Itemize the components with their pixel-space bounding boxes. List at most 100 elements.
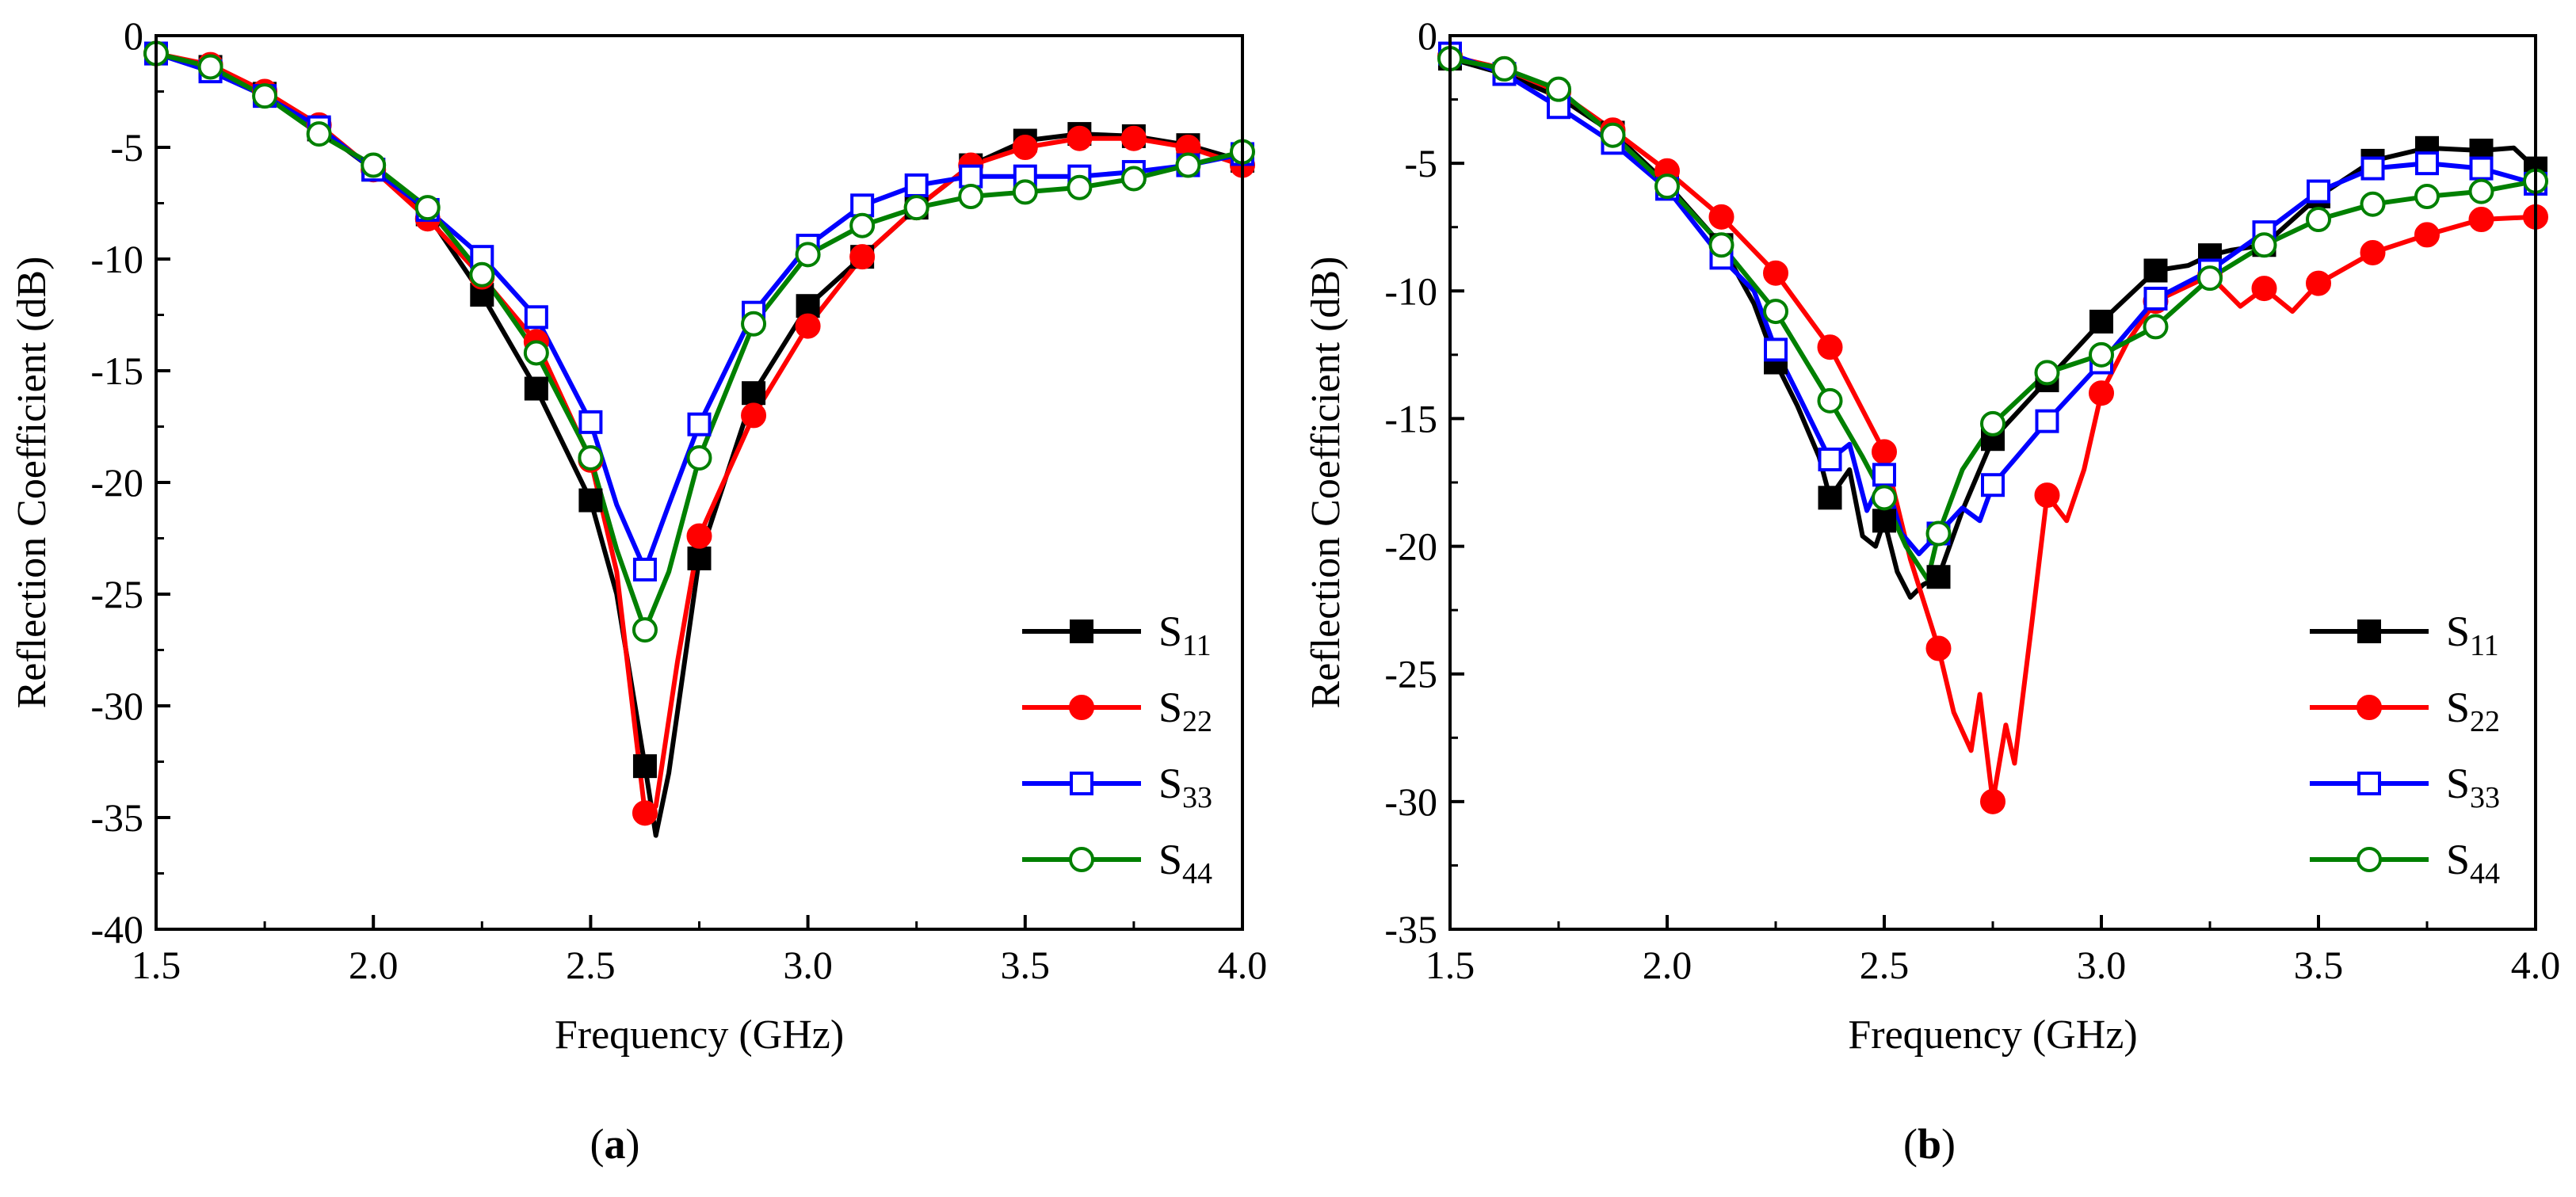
- x-tick-label: 2.0: [1643, 943, 1693, 987]
- marker-s44: [1546, 76, 1571, 102]
- marker-s44: [903, 195, 929, 221]
- series-markers-s44: [1437, 46, 2548, 547]
- marker-s22: [1763, 260, 1788, 286]
- marker-s22: [849, 244, 876, 270]
- marker-s33: [2415, 151, 2439, 176]
- y-tick-label: -35: [1384, 907, 1437, 951]
- panel-label: (a): [590, 1120, 640, 1168]
- legend-label-s44: S44: [1158, 836, 1212, 890]
- marker-s33: [524, 305, 548, 330]
- marker-s44: [1708, 232, 1735, 258]
- marker-s44: [2414, 184, 2440, 210]
- y-tick-label: 0: [1418, 13, 1437, 58]
- marker-s22: [1708, 204, 1735, 230]
- marker-s11: [1926, 565, 1951, 589]
- marker-s22: [1012, 135, 1038, 160]
- y-tick-label: -15: [90, 349, 143, 393]
- marker-s22: [1120, 125, 1147, 151]
- legend-label-s33: S33: [1158, 760, 1212, 814]
- series-line-s33: [1448, 51, 2538, 557]
- marker-s44: [1925, 520, 1952, 547]
- legend-marker-s44: [1069, 847, 1094, 872]
- y-axis-title: Reflection Coefficient (dB): [1303, 257, 1349, 709]
- marker-s44: [1012, 179, 1038, 205]
- marker-s44: [1067, 174, 1093, 200]
- legend-marker-s44: [2357, 847, 2382, 872]
- marker-s33: [2360, 156, 2385, 181]
- marker-s44: [2034, 360, 2060, 386]
- y-tick-label: -25: [1384, 652, 1437, 696]
- marker-s33: [1872, 463, 1896, 487]
- marker-s22: [2306, 270, 2331, 296]
- marker-s11: [742, 381, 766, 406]
- legend-label-s33: S33: [2446, 760, 2500, 814]
- marker-s33: [1764, 337, 1788, 362]
- marker-s22: [1925, 635, 1952, 661]
- marker-s44: [958, 184, 984, 210]
- panel-label: (b): [1903, 1120, 1956, 1168]
- legend-label-s11: S11: [2446, 608, 2499, 662]
- marker-s22: [741, 402, 767, 429]
- marker-s11: [1818, 486, 1842, 510]
- legend-label-s11: S11: [1158, 608, 1212, 662]
- x-tick-label: 2.0: [349, 943, 399, 987]
- legend-marker-s22: [2357, 695, 2382, 720]
- x-tick-label: 3.5: [1001, 943, 1051, 987]
- marker-s44: [361, 152, 387, 178]
- marker-s22: [1067, 125, 1093, 151]
- marker-s22: [686, 523, 712, 549]
- marker-s44: [2468, 178, 2494, 204]
- marker-s11: [632, 754, 657, 779]
- y-tick-label: -15: [1384, 396, 1437, 440]
- x-tick-label: 4.0: [1218, 943, 1268, 987]
- marker-s44: [1491, 55, 1517, 82]
- marker-s44: [578, 444, 604, 471]
- marker-s22: [795, 313, 821, 339]
- marker-s44: [1980, 410, 2005, 436]
- x-axis-title: Frequency (GHz): [555, 1012, 844, 1058]
- y-tick-label: -5: [1404, 141, 1437, 185]
- legend-marker-s33: [1070, 772, 1093, 795]
- marker-s44: [469, 261, 495, 288]
- marker-s33: [632, 557, 657, 581]
- y-tick-label: -10: [1384, 269, 1437, 313]
- marker-s33: [904, 173, 929, 197]
- marker-s44: [2197, 265, 2223, 292]
- x-tick-label: 3.0: [783, 943, 833, 987]
- marker-s22: [1980, 788, 2005, 814]
- marker-s44: [2306, 207, 2331, 233]
- marker-s11: [524, 376, 548, 401]
- marker-s44: [686, 444, 712, 471]
- marker-s33: [2307, 179, 2330, 204]
- x-axis-title: Frequency (GHz): [1848, 1012, 2137, 1058]
- marker-s11: [796, 294, 820, 318]
- legend-label-s44: S44: [2446, 836, 2500, 890]
- x-tick-label: 3.0: [2077, 943, 2127, 987]
- series-markers-s11: [144, 41, 1254, 779]
- marker-s33: [578, 410, 603, 434]
- marker-s22: [2034, 482, 2060, 509]
- marker-s44: [2089, 341, 2114, 368]
- marker-s44: [632, 617, 658, 643]
- marker-s44: [2251, 232, 2277, 258]
- y-tick-label: -5: [110, 125, 143, 170]
- marker-s33: [959, 164, 983, 189]
- marker-s44: [1600, 122, 1626, 148]
- y-tick-label: -25: [90, 572, 143, 616]
- marker-s33: [850, 193, 875, 218]
- y-tick-label: -30: [1384, 780, 1437, 824]
- marker-s44: [1120, 166, 1147, 192]
- chart-panel-b: 1.5 2.0 2.5 3.0 3.5 4.0 0 -5 -10 -15 -20 -25 -30 -35 F…: [1303, 13, 2560, 1168]
- legend: S11 S22 S33 S44: [2310, 608, 2500, 890]
- x-tick-label: 2.5: [566, 943, 616, 987]
- marker-s22: [2468, 207, 2494, 233]
- marker-s44: [252, 83, 278, 109]
- marker-s44: [1763, 299, 1788, 325]
- y-tick-label: -10: [90, 237, 143, 281]
- series-line-s22: [1448, 53, 2538, 804]
- x-tick-label: 1.5: [1425, 943, 1475, 987]
- series-markers-s33: [1438, 41, 2547, 546]
- marker-s44: [306, 121, 332, 147]
